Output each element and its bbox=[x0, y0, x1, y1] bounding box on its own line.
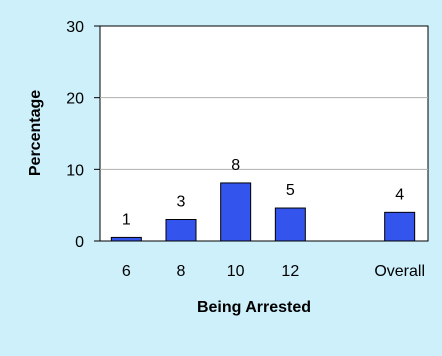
data-label: 5 bbox=[286, 182, 295, 199]
x-tick-label: 10 bbox=[227, 263, 245, 280]
bar bbox=[110, 236, 142, 242]
y-axis-ticks: 0 10 20 30 bbox=[66, 19, 100, 251]
x-axis-ticks: 6 8 10 12 Overall bbox=[122, 263, 425, 280]
x-tick-label: 6 bbox=[122, 263, 131, 280]
data-label: 3 bbox=[177, 194, 186, 211]
x-tick-label: Overall bbox=[374, 263, 425, 280]
y-tick-label: 30 bbox=[66, 19, 84, 36]
y-tick-label: 10 bbox=[66, 162, 84, 179]
data-label: 8 bbox=[231, 157, 240, 174]
bars bbox=[110, 182, 416, 242]
data-labels: 1 3 8 5 4 bbox=[122, 157, 404, 228]
data-label: 1 bbox=[122, 211, 131, 228]
plot-area bbox=[99, 25, 429, 242]
x-tick-label: 12 bbox=[281, 263, 299, 280]
bar bbox=[384, 211, 416, 242]
x-axis-label: Being Arrested bbox=[197, 299, 311, 316]
data-label: 4 bbox=[395, 186, 404, 203]
y-axis-label: Percentage bbox=[27, 90, 44, 176]
bar bbox=[274, 207, 306, 242]
gridlines bbox=[100, 97, 428, 170]
y-tick-label: 0 bbox=[75, 234, 84, 251]
x-tick-label: 8 bbox=[177, 263, 186, 280]
y-tick-label: 20 bbox=[66, 91, 84, 108]
bar bbox=[220, 182, 252, 242]
bar bbox=[165, 219, 197, 242]
